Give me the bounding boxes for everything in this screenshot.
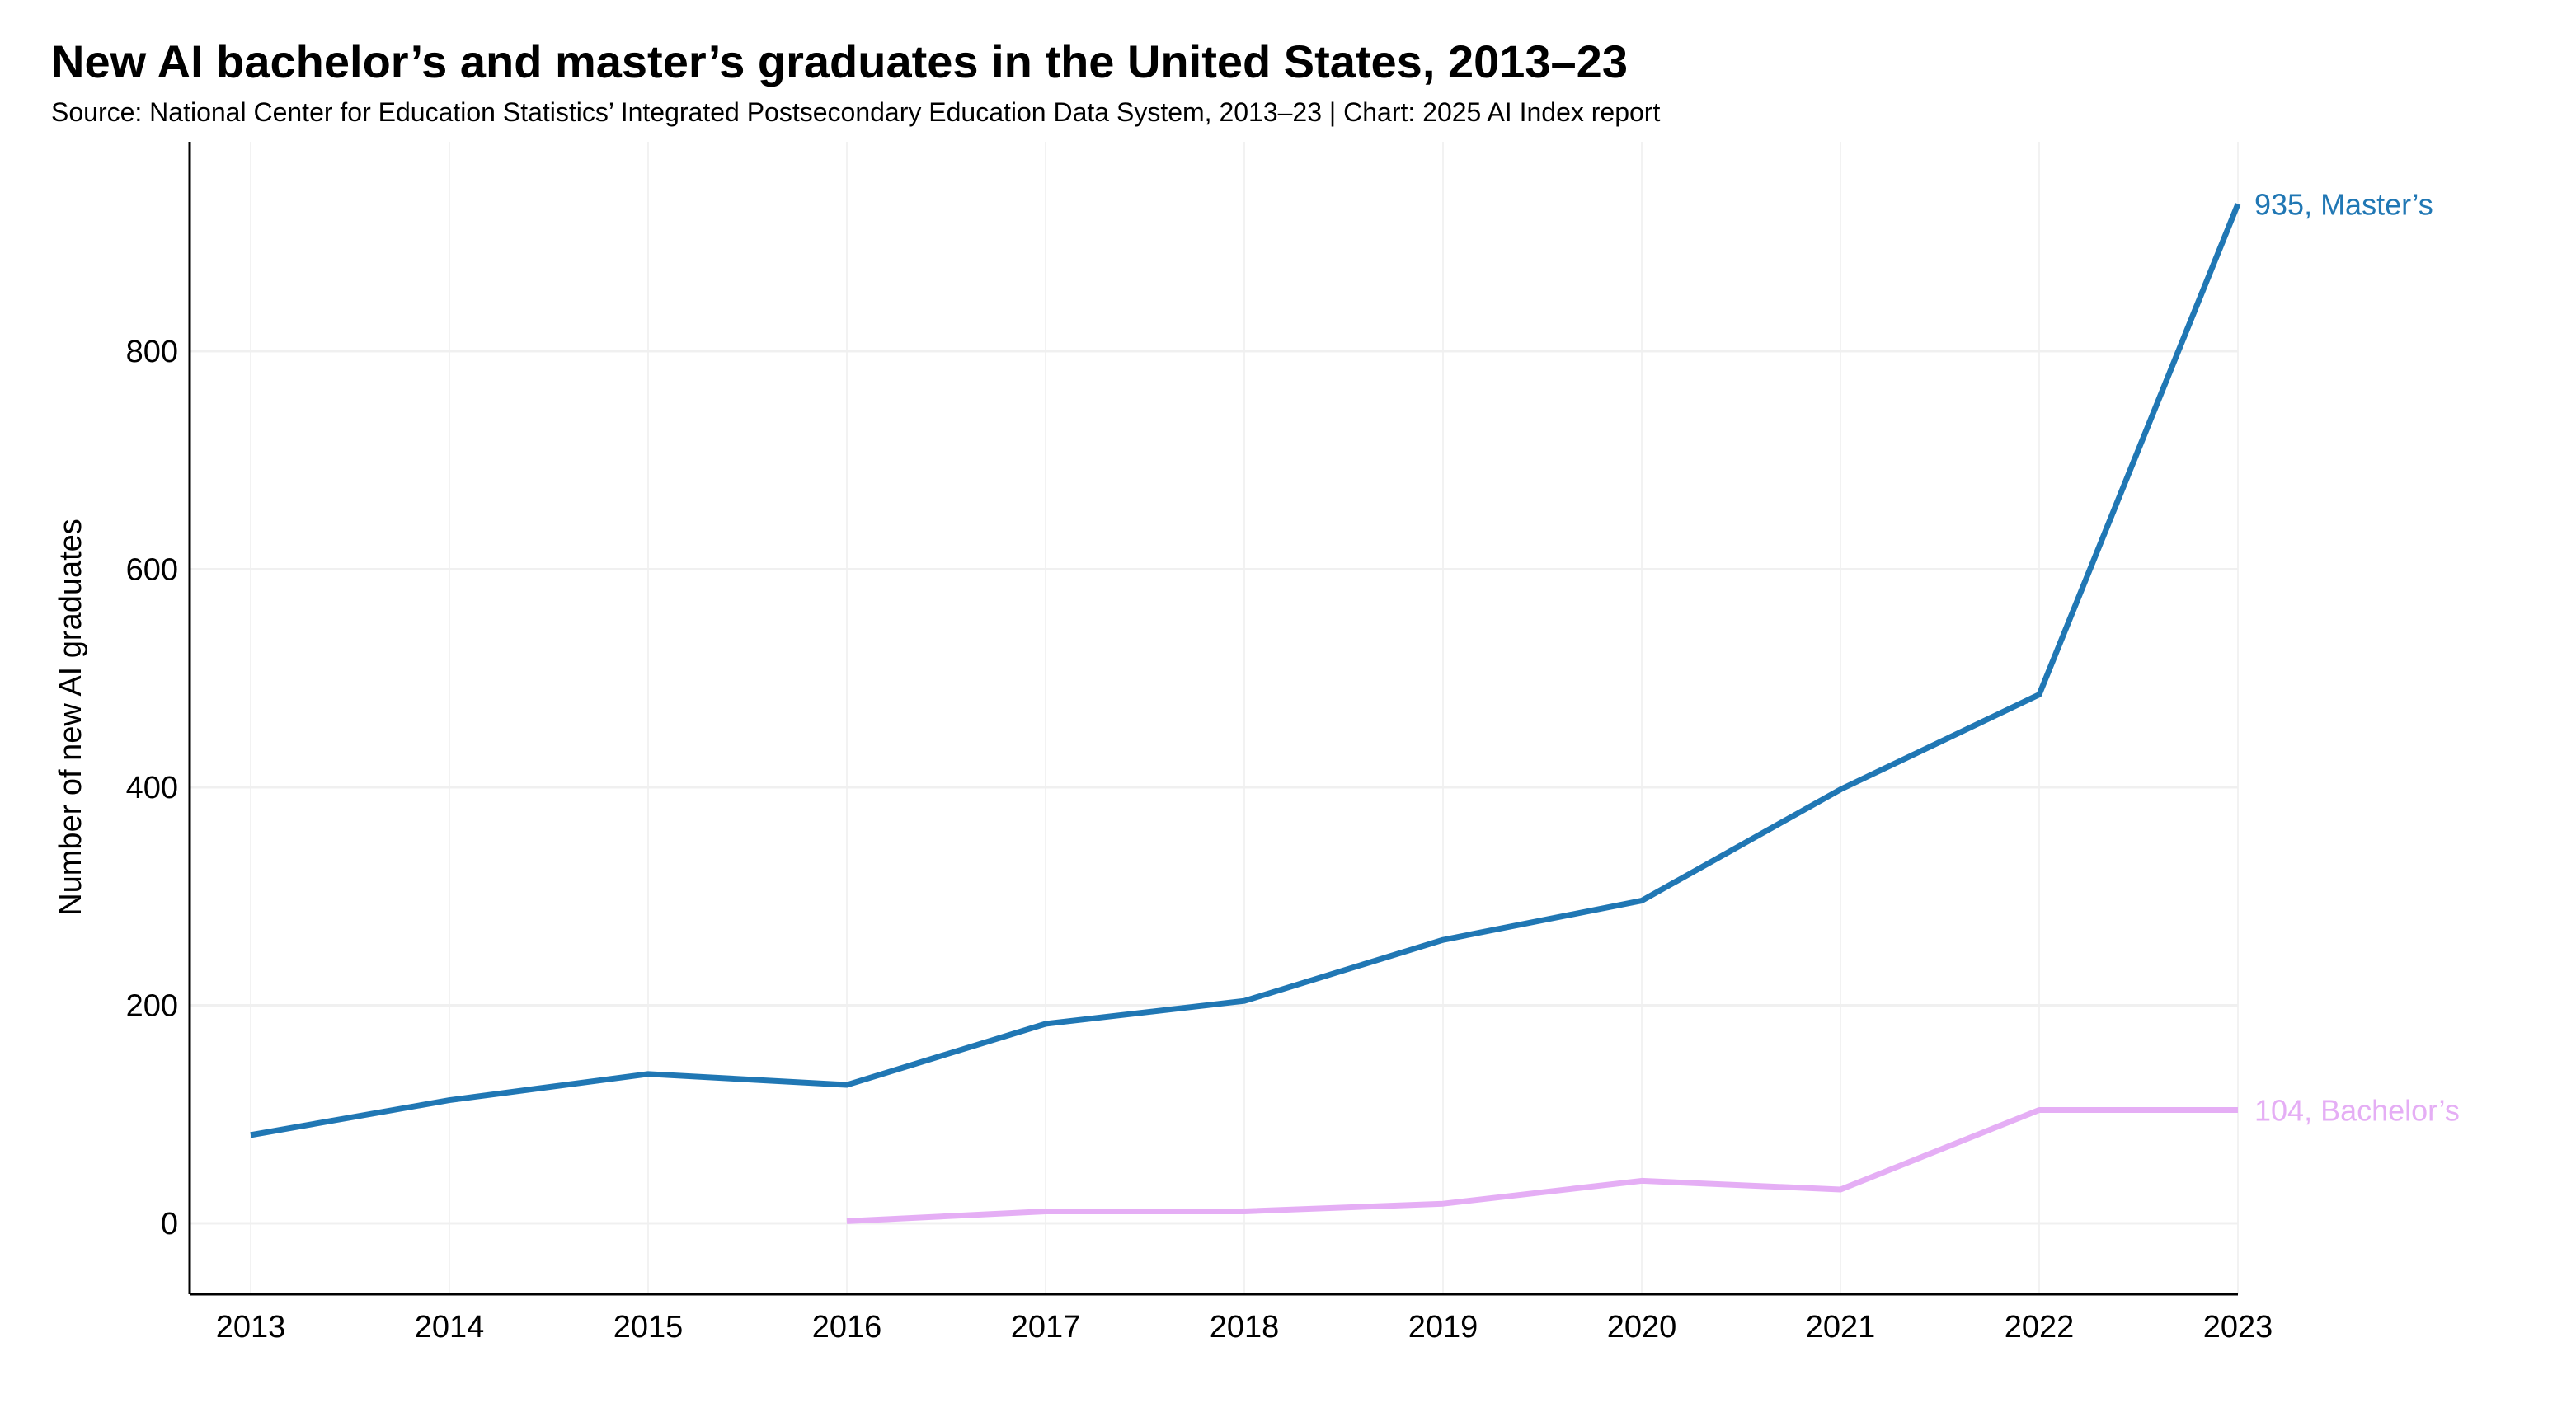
- x-tick-label: 2013: [216, 1310, 286, 1345]
- x-tick-label: 2022: [2005, 1310, 2075, 1345]
- series-line-bachelors: [846, 1106, 2238, 1224]
- y-tick-label: 600: [126, 553, 178, 588]
- x-tick-label: 2018: [1210, 1310, 1280, 1345]
- end-label-bachelors: 104, Bachelor’s: [2254, 1093, 2460, 1127]
- x-tick-label: 2016: [812, 1310, 882, 1345]
- chart-title: New AI bachelor’s and master’s graduates…: [51, 35, 1628, 87]
- x-tick-label: 2023: [2203, 1310, 2273, 1345]
- axes: [188, 142, 2238, 1296]
- x-tick-label: 2019: [1408, 1310, 1478, 1345]
- x-tick-label: 2017: [1011, 1310, 1081, 1345]
- chart-subtitle: Source: National Center for Education St…: [51, 97, 1661, 127]
- x-tick-label: 2020: [1607, 1310, 1677, 1345]
- series-lines: 935, Master’s 104, Bachelor’s: [250, 187, 2460, 1224]
- y-tick-label: 200: [126, 989, 178, 1024]
- y-tick-label: 800: [126, 335, 178, 369]
- y-tick-label: 0: [161, 1207, 178, 1241]
- y-axis-label: Number of new AI graduates: [54, 519, 88, 916]
- end-label-masters: 935, Master’s: [2254, 187, 2433, 221]
- tick-labels: 2013 2014 2015 2016 2017 2018 2019 2020 2021 2022…: [126, 335, 2273, 1345]
- series-line-masters: [250, 203, 2241, 1138]
- grid: [190, 142, 2239, 1294]
- y-tick-label: 400: [126, 771, 178, 805]
- x-tick-label: 2014: [415, 1310, 485, 1345]
- x-tick-label: 2015: [613, 1310, 684, 1345]
- x-tick-label: 2021: [1806, 1310, 1876, 1345]
